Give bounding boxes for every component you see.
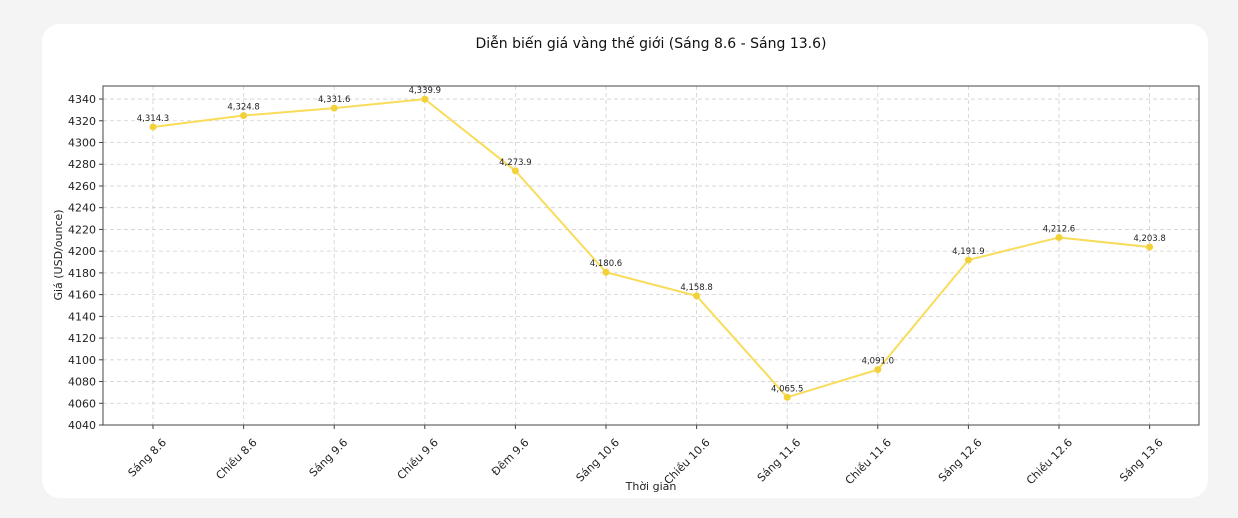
data-label: 4,331.6 [318,95,350,105]
data-point [783,393,791,401]
x-tick-label: Sáng 10.6 [574,436,623,485]
y-tick-label: 4260 [68,180,96,193]
data-label: 4,203.8 [1133,234,1165,244]
x-tick-label: Sáng 12.6 [936,436,985,485]
y-tick-label: 4040 [68,419,96,432]
data-label: 4,191.9 [952,247,984,257]
x-tick-label: Sáng 9.6 [307,436,351,480]
y-tick-label: 4140 [68,310,96,323]
y-tick-label: 4180 [68,267,96,280]
y-axis: 4040 4060 4080 4100 4120 4140 4160 4180 4200 4220… [68,93,103,432]
data-point [511,167,519,175]
grid [103,86,1199,426]
data-label: 4,314.3 [137,114,169,124]
x-tick-label: Chiều 12.6 [1024,436,1075,487]
x-tick-label: Chiều 11.6 [843,436,894,487]
data-point [602,268,610,276]
y-tick-label: 4340 [68,93,96,106]
data-label: 4,158.8 [680,283,712,293]
x-tick-label: Chiều 9.6 [395,436,441,482]
x-axis-label: Thời gian [625,480,677,493]
data-point [964,256,972,264]
x-tick-label: Chiều 8.6 [213,436,259,482]
data-label: 4,324.8 [227,103,259,113]
y-tick-label: 4060 [68,397,96,410]
x-tick-label: Sáng 13.6 [1117,436,1166,485]
plot-frame [102,85,1200,426]
data-label: 4,273.9 [499,158,531,168]
data-label: 4,339.9 [409,86,441,96]
data-point [874,366,882,374]
data-label: 4,091.0 [862,357,894,367]
x-tick-label: Sáng 11.6 [755,436,804,485]
chart-card [42,24,1208,498]
y-tick-label: 4200 [68,245,96,258]
data-point [421,95,429,103]
y-tick-label: 4100 [68,354,96,367]
y-axis-label: Giá (USD/ounce) [52,209,65,300]
data-label: 4,212.6 [1043,224,1075,234]
y-tick-label: 4160 [68,289,96,302]
y-tick-label: 4280 [68,158,96,171]
y-tick-label: 4320 [68,115,96,128]
chart-title: Diễn biến giá vàng thế giới (Sáng 8.6 - … [476,35,827,52]
x-tick-label: Sáng 8.6 [126,436,170,480]
y-tick-label: 4120 [68,332,96,345]
y-tick-label: 4220 [68,223,96,236]
price-line [152,98,1150,399]
data-point [149,123,157,131]
data-point [1055,233,1063,241]
y-tick-label: 4240 [68,202,96,215]
data-point [693,292,701,300]
data-point [240,112,248,120]
x-tick-label: Đêm 9.6 [489,436,531,478]
data-point [330,104,338,112]
y-tick-label: 4300 [68,137,96,150]
data-point [1146,243,1154,251]
data-label: 4,180.6 [590,259,622,269]
data-label: 4,065.5 [771,384,803,394]
x-axis: Sáng 8.6 Chiều 8.6 Sáng 9.6 Chiều 9.6 Đêm 9.… [126,425,1166,487]
price-series: 4,314.3 4,324.8 4,331.6 4,339.9 4,273.9 4,180… [137,86,1166,401]
y-tick-label: 4080 [68,376,96,389]
